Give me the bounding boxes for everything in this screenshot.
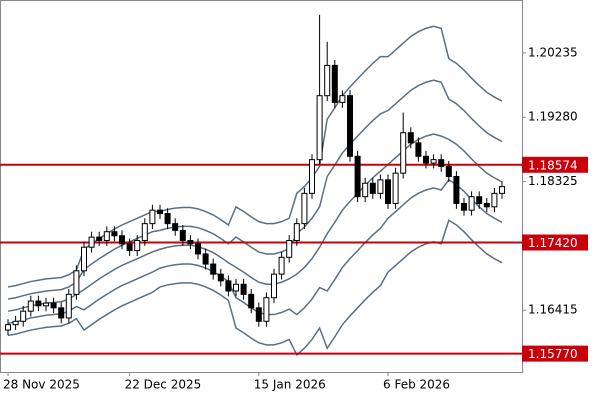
candle-body (149, 209, 156, 225)
x-tick-label: 15 Jan 2026 (254, 378, 326, 392)
candle-body (43, 302, 49, 307)
candle-body (65, 293, 72, 319)
band-line (7, 79, 503, 300)
x-tick-label: 28 Nov 2025 (3, 378, 80, 392)
candle-body (157, 209, 163, 215)
candle-body (103, 231, 110, 241)
candle-body (187, 239, 194, 245)
candle-body (73, 270, 80, 295)
candle-body (255, 307, 262, 322)
level-label: 1.18574 (528, 158, 578, 172)
level-label: 1.17420 (528, 236, 578, 250)
candle-body (309, 159, 315, 194)
candle-body (324, 64, 331, 97)
candle-body (453, 176, 460, 204)
candle-body (316, 95, 323, 161)
candle-body (35, 300, 42, 307)
candle-body (286, 239, 293, 258)
x-tick-label: 22 Dec 2025 (125, 378, 202, 392)
candle-body (240, 283, 247, 295)
candle-body (407, 132, 414, 144)
candle-body (461, 202, 467, 211)
candle-body (476, 196, 483, 204)
level-label-box (522, 156, 588, 173)
candle-body (195, 243, 201, 255)
y-tick-label: 1.19280 (528, 110, 578, 124)
candle-body (141, 223, 148, 241)
candle-body (301, 192, 308, 225)
candle-body (423, 155, 429, 164)
candle-body (263, 297, 270, 322)
band-line (7, 219, 503, 357)
candle-body (415, 142, 422, 157)
candle-body (5, 324, 11, 331)
candle-body (271, 273, 277, 299)
candle-body (278, 256, 285, 275)
candle-body (248, 293, 255, 309)
candle-body (126, 243, 133, 252)
candle-body (331, 64, 338, 103)
candle-body (491, 192, 498, 208)
candle-body (347, 95, 353, 157)
candle-body (88, 236, 95, 248)
candle-body (119, 235, 125, 245)
candle-body (179, 229, 186, 241)
candle-body (430, 159, 437, 164)
candle-body (172, 223, 179, 231)
candle-body (81, 246, 87, 272)
band-line (7, 178, 503, 325)
candle-body (499, 186, 505, 194)
candle-body (377, 179, 384, 194)
y-tick-label: 1.20235 (528, 45, 578, 59)
candle-body (400, 132, 407, 174)
candle-body (58, 307, 65, 319)
band-line (7, 133, 503, 312)
candle-body (385, 179, 391, 204)
candle-body (27, 300, 34, 312)
y-tick-label: 1.18325 (528, 174, 578, 188)
candle-body (20, 310, 27, 322)
candle-body (362, 182, 369, 198)
candle-body (96, 236, 103, 241)
candle-body (225, 280, 232, 292)
candle-body (293, 223, 300, 241)
candle-body (233, 283, 239, 292)
candle-body (164, 213, 171, 225)
candle-body (50, 302, 57, 309)
candle-body (12, 320, 19, 326)
candle-body (468, 196, 475, 211)
candle-body (445, 165, 452, 178)
x-tick-label: 6 Feb 2026 (383, 378, 450, 392)
candle-body (111, 231, 118, 237)
candle-body (369, 182, 376, 194)
level-label-box (522, 345, 588, 362)
candle-body (217, 273, 224, 282)
level-label-box (522, 234, 588, 251)
candle-body (483, 202, 490, 208)
candle-body (339, 95, 346, 103)
level-label: 1.15770 (528, 347, 578, 361)
candle-body (354, 155, 361, 198)
candle-body (438, 159, 445, 167)
candle-body (134, 239, 141, 252)
candle-body (210, 263, 217, 275)
candle-body (202, 253, 209, 265)
y-tick-label: 1.16415 (528, 303, 578, 317)
candle-body (392, 172, 399, 204)
